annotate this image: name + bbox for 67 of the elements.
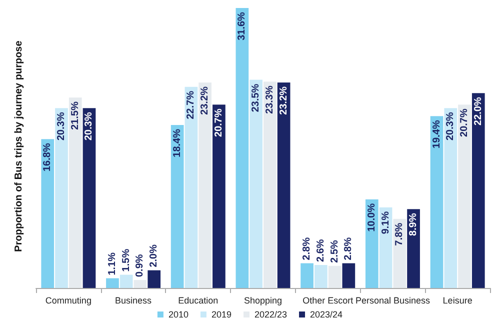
bar	[198, 82, 212, 288]
bar	[342, 263, 356, 288]
data-label: 2.6%	[315, 239, 326, 262]
bar	[277, 82, 290, 288]
bar	[300, 263, 314, 288]
data-label: 18.4%	[172, 128, 183, 158]
bar	[472, 93, 485, 288]
legend-label: 2010	[168, 310, 188, 320]
data-label: 8.9%	[408, 213, 420, 236]
bar	[148, 270, 161, 288]
bar	[393, 218, 406, 288]
data-label: 7.8%	[394, 222, 406, 246]
x-tick-label: Shopping	[244, 296, 282, 306]
data-label: 19.4%	[431, 120, 442, 148]
x-tick-label: Business	[115, 296, 152, 306]
bar	[41, 139, 54, 288]
data-label: 2.8%	[302, 237, 313, 260]
bar	[365, 199, 378, 288]
legend-label: 2019	[211, 310, 232, 320]
bar	[184, 86, 198, 288]
data-label: 20.7%	[213, 108, 224, 137]
bar	[458, 104, 471, 288]
data-label: 0.9%	[134, 254, 146, 278]
data-label: 20.3%	[84, 112, 95, 141]
bar	[106, 278, 119, 288]
legend-label: 2022/23	[254, 310, 288, 320]
bar	[170, 124, 184, 288]
bar	[328, 266, 342, 288]
bar	[236, 8, 249, 288]
bar	[430, 116, 444, 288]
bar	[134, 280, 147, 288]
y-axis-title: Propportion of Bus trips by journey purpose	[14, 40, 24, 252]
x-tick-label: Education	[178, 296, 218, 306]
data-label: 23.2%	[278, 86, 290, 115]
data-label: 2.8%	[343, 237, 354, 260]
data-label: 1.5%	[120, 248, 132, 272]
bar	[407, 209, 420, 288]
data-label: 22.7%	[186, 90, 197, 120]
data-label: 23.3%	[264, 85, 276, 114]
bar	[212, 104, 226, 288]
data-label: 22.0%	[472, 96, 484, 126]
x-tick-label: Personal Business	[355, 296, 430, 306]
data-label: 21.5%	[70, 101, 81, 130]
data-label: 20.7%	[459, 108, 470, 137]
x-tick-label: Other Escort	[302, 296, 354, 306]
data-label: 20.3%	[56, 112, 67, 141]
bar	[120, 274, 133, 288]
bar	[444, 108, 458, 288]
data-label: 9.1%	[380, 211, 392, 234]
bar	[250, 80, 262, 288]
data-label: 2.5%	[329, 240, 340, 263]
data-label: 10.0%	[366, 203, 378, 232]
x-tick-label: Commuting	[45, 296, 92, 306]
data-label: 1.1%	[106, 252, 118, 276]
data-label: 2.0%	[148, 244, 160, 268]
x-tick-label: Leisure	[442, 296, 472, 306]
data-label: 23.2%	[200, 86, 211, 115]
bar	[55, 108, 68, 288]
data-label: 16.8%	[42, 143, 54, 172]
bar	[264, 82, 276, 288]
data-label: 23.5%	[250, 84, 262, 112]
bar	[314, 264, 328, 288]
data-label: 31.6%	[236, 12, 248, 40]
legend-label: 2023/24	[310, 310, 343, 320]
bar	[82, 108, 96, 288]
data-label: 20.3%	[445, 112, 456, 141]
bar	[68, 98, 82, 288]
